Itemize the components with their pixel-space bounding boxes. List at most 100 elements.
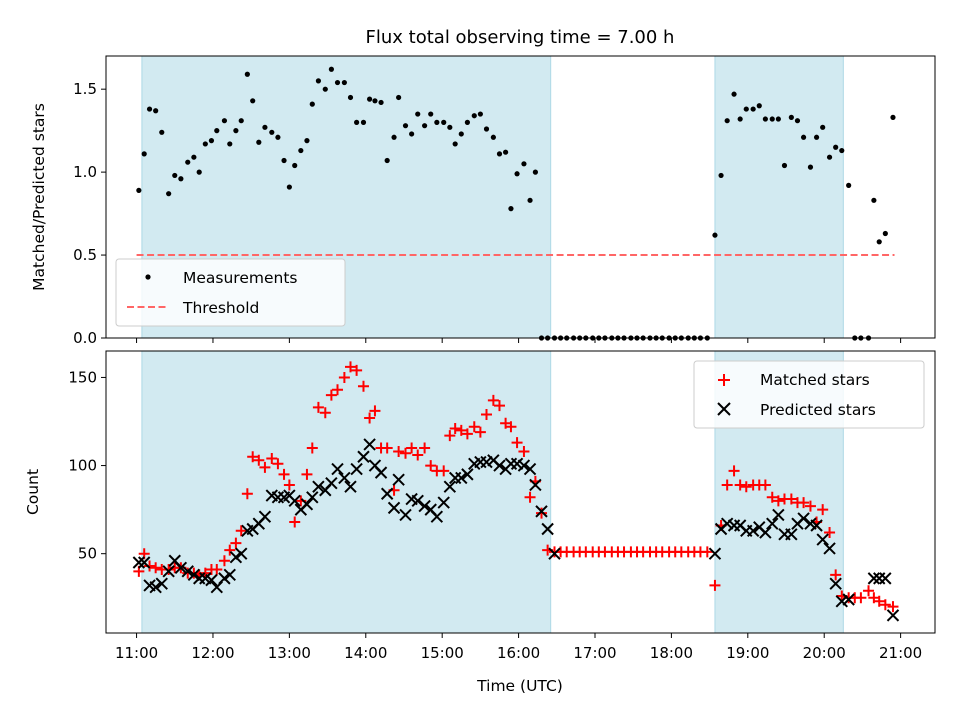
predicted-star-point <box>759 526 772 539</box>
measurement-point <box>244 71 250 77</box>
bottom-y-axis-label: Count <box>24 469 42 515</box>
bottom-panel-frame <box>105 350 936 634</box>
matched-star-point <box>150 562 162 574</box>
y-tick-label: 0.0 <box>73 329 97 347</box>
matched-star-point <box>247 451 259 463</box>
measurement-point <box>347 94 354 101</box>
matched-star-point <box>505 421 517 433</box>
matched-star-point <box>772 495 784 507</box>
matched-star-point <box>241 488 253 500</box>
matched-star-point <box>493 400 505 412</box>
measurement-point <box>402 123 409 129</box>
predicted-star-point <box>797 512 810 525</box>
matched-star-point <box>266 453 278 465</box>
predicted-star-point <box>823 542 836 555</box>
measurement-point <box>262 124 268 130</box>
predicted-star-point <box>461 468 474 481</box>
matched-star-point <box>278 468 290 480</box>
measurement-point <box>415 111 421 117</box>
predicted-star-point <box>746 524 760 537</box>
matched-star-point <box>393 445 405 457</box>
predicted-star-point <box>350 462 363 476</box>
measurement-point <box>820 124 826 130</box>
matched-star-point <box>518 445 530 457</box>
predicted-star-point <box>174 561 188 574</box>
measurement-point <box>447 124 453 130</box>
matched-star-point <box>163 564 175 576</box>
predicted-star-point <box>529 478 542 492</box>
measurement-point <box>166 191 172 197</box>
measurement-point <box>185 159 191 165</box>
predicted-star-point <box>312 480 325 493</box>
predicted-star-point <box>548 547 561 560</box>
measurement-point <box>304 138 310 144</box>
matched-star-point <box>824 527 836 539</box>
matched-star-point <box>272 458 284 470</box>
measurement-point <box>527 197 533 203</box>
predicted-star-point <box>155 577 168 590</box>
legend-marker-measurements <box>145 274 151 280</box>
matched-star-point <box>301 468 313 480</box>
x-tick-label: 18:00 <box>650 644 693 662</box>
predicted-star-point <box>132 556 146 569</box>
predicted-star-point <box>387 501 401 515</box>
matched-star-point <box>481 408 492 420</box>
measurement-point <box>750 106 756 112</box>
matched-star-point <box>855 592 867 604</box>
measurement-point <box>839 147 845 154</box>
predicted-star-point <box>344 480 357 493</box>
matched-star-point <box>218 555 230 567</box>
predicted-star-point <box>223 568 236 582</box>
predicted-star-point <box>430 510 444 523</box>
matched-star-point <box>804 500 816 512</box>
measurement-point <box>384 157 390 164</box>
top-legend: Measurements Threshold <box>115 258 346 327</box>
measurement-point <box>275 134 281 140</box>
predicted-star-point <box>218 572 231 585</box>
predicted-star-point <box>331 462 344 476</box>
measurement-point <box>196 169 202 175</box>
y-tick-label: 100 <box>68 457 97 475</box>
predicted-star-point <box>535 505 548 518</box>
top-panel: 0.0 0.5 1.0 1.5 Matched/Predicted stars Mea… <box>30 55 936 347</box>
x-tick-label: 15:00 <box>421 644 464 662</box>
matched-star-point <box>734 479 746 491</box>
measurement-point <box>712 232 718 238</box>
matched-star-point <box>721 479 733 491</box>
predicted-star-point <box>517 459 531 472</box>
predicted-star-point <box>392 473 405 486</box>
measurement-point <box>483 126 490 132</box>
measurement-point <box>813 134 820 140</box>
measurement-point <box>178 176 184 182</box>
predicted-star-point <box>235 547 248 560</box>
measurement-point <box>876 239 882 245</box>
x-tick-label: 12:00 <box>191 644 234 662</box>
matched-star-point <box>289 516 301 528</box>
matched-star-point <box>325 389 337 401</box>
measurement-point <box>807 164 814 170</box>
measurement-point <box>496 151 503 157</box>
predicted-star-point <box>399 508 412 522</box>
matched-star-point <box>381 442 393 454</box>
matched-star-point <box>766 491 778 503</box>
predicted-star-point <box>149 580 162 594</box>
measurement-point <box>360 119 367 125</box>
matched-star-point <box>230 537 242 549</box>
predicted-star-point <box>867 572 881 585</box>
predicted-star-point <box>181 565 194 578</box>
x-tick-label: 13:00 <box>268 644 311 662</box>
measurement-point <box>141 151 147 157</box>
measurement-point <box>214 128 220 134</box>
predicted-star-point <box>411 494 424 508</box>
measurement-point <box>769 116 775 122</box>
measurement-point <box>281 157 287 164</box>
matched-star-point <box>709 579 721 591</box>
matched-star-point <box>468 421 480 433</box>
matched-star-point <box>455 424 467 436</box>
predicted-star-point <box>300 498 314 511</box>
x-tick-label: 21:00 <box>879 644 922 662</box>
matched-star-point <box>425 460 437 472</box>
observing-window-shade <box>714 55 844 339</box>
predicted-star-point <box>187 568 201 582</box>
matched-star-point <box>312 401 324 413</box>
